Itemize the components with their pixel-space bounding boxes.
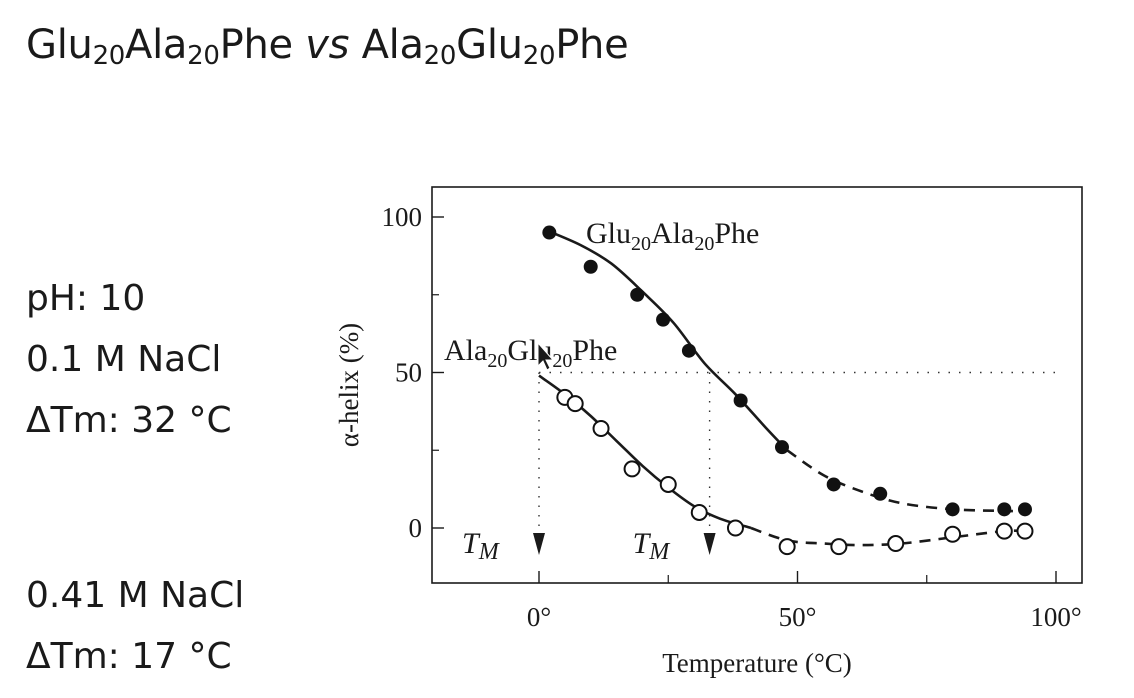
series-label-part: 20 — [694, 233, 714, 255]
ala20glu20phe-point — [887, 535, 905, 553]
y-tick-label: 50 — [395, 358, 422, 388]
plot-frame — [431, 186, 1083, 584]
x-tick-label: 50° — [779, 602, 817, 632]
ala20glu20phe-point — [1016, 522, 1034, 540]
glu20ala20phe-point — [873, 486, 888, 501]
ala20glu20phe-point — [659, 475, 677, 493]
glu20ala20phe-fit-solid — [543, 228, 789, 452]
tm-label: TM — [633, 527, 672, 565]
conditions-block-2: 0.41 M NaCl ΔTm: 17 °C — [26, 565, 244, 687]
ala20glu20phe-point — [830, 538, 848, 556]
glu20ala20phe-series-label: Glu20Ala20Phe — [586, 217, 759, 255]
glu20ala20phe-point — [945, 502, 960, 517]
series-label-part: Ala — [444, 334, 487, 367]
glu20ala20phe-point — [1017, 502, 1032, 517]
conditions-block-1: pH: 10 0.1 M NaCl ΔTm: 32 °C — [26, 268, 232, 451]
series-label-part: 20 — [552, 350, 572, 372]
tm-label-sub: M — [648, 539, 671, 565]
ala20glu20phe-point — [592, 419, 610, 437]
condition-delta-tm-1: ΔTm: 32 °C — [26, 400, 232, 441]
condition-delta-tm-2: ΔTm: 17 °C — [26, 636, 232, 677]
condition-nacl-1: 0.1 M NaCl — [26, 339, 222, 380]
glu20ala20phe-point — [774, 440, 789, 455]
ala20glu20phe-point — [995, 522, 1013, 540]
tm-arrow — [703, 533, 716, 555]
y-tick-label: 100 — [382, 202, 423, 232]
ala20glu20phe-series-label: Ala20Glu20Phe — [444, 334, 617, 372]
glu20ala20phe-fit-dashed — [786, 449, 1031, 513]
x-tick-label: 100° — [1030, 602, 1081, 632]
x-tick-label: 0° — [527, 602, 551, 632]
condition-ph: pH: 10 — [26, 278, 146, 319]
x-axis-label: Temperature (°C) — [662, 648, 852, 678]
glu20ala20phe-point — [733, 393, 748, 408]
ala20glu20phe-point — [623, 460, 641, 478]
tm-label-sub: M — [478, 539, 501, 565]
ala20glu20phe-point — [778, 538, 796, 556]
glu20ala20phe-point — [542, 225, 557, 240]
ala20glu20phe-point — [566, 395, 584, 413]
tm-arrow — [533, 533, 545, 555]
y-axis-label: α-helix (%) — [334, 323, 364, 447]
series-label-part: 20 — [487, 350, 507, 372]
glu20ala20phe-point — [997, 502, 1012, 517]
ala20glu20phe-point — [944, 525, 962, 543]
title-vs: vs — [305, 22, 350, 68]
glu20ala20phe-point — [630, 287, 645, 302]
ala20glu20phe-point — [690, 503, 708, 521]
series-label-part: Phe — [572, 334, 617, 367]
glu20ala20phe-point — [583, 259, 598, 274]
series-label-part: Phe — [714, 217, 759, 250]
glu20ala20phe-point — [681, 343, 696, 358]
y-tick-label: 0 — [409, 513, 423, 543]
tm-label-main: T — [633, 527, 652, 560]
ala20glu20phe-point — [726, 519, 744, 537]
series-label-part: Ala — [651, 217, 694, 250]
slide-title: Glu20Ala20Phe vs Ala20Glu20Phe — [26, 22, 629, 71]
series-label-part: Glu — [586, 217, 631, 250]
tm-label-main: T — [462, 527, 481, 560]
condition-nacl-2: 0.41 M NaCl — [26, 575, 245, 616]
glu20ala20phe-point — [656, 312, 671, 327]
tm-label: TM — [462, 527, 501, 565]
series-label-part: 20 — [631, 233, 651, 255]
cursor-pointer-icon — [537, 341, 555, 371]
glu20ala20phe-point — [826, 477, 841, 492]
